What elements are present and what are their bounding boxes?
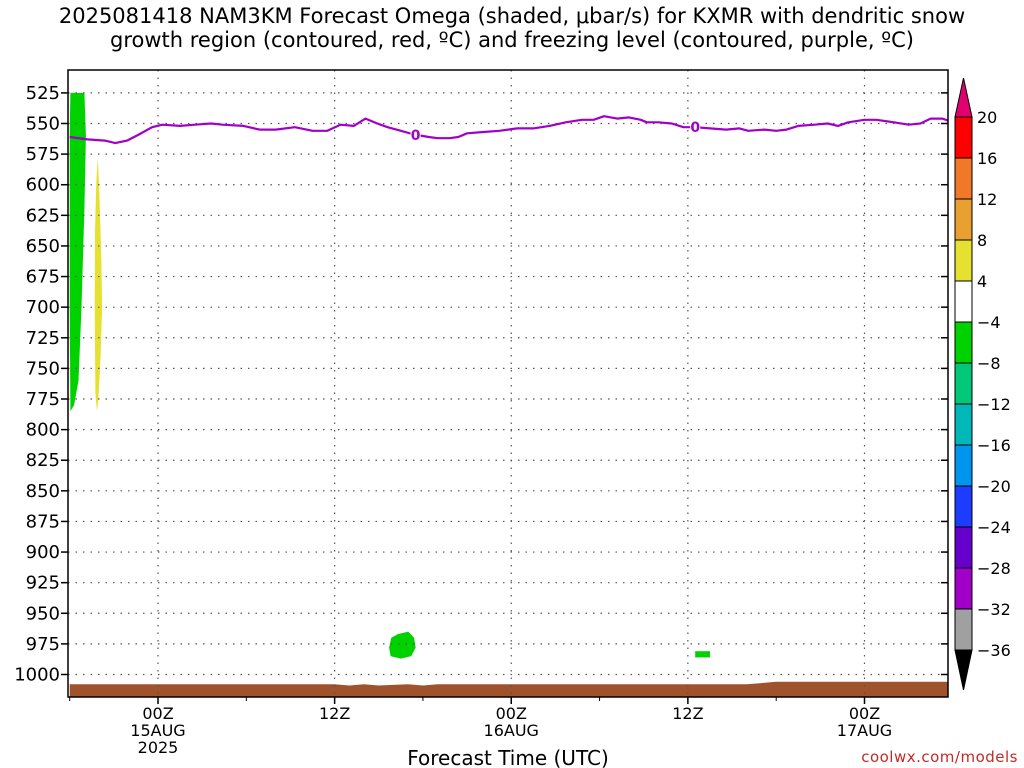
colorbar-arrow-bottom [954,649,973,691]
omega-region-2 [94,157,103,412]
y-tick-label-525: 525 [26,83,60,104]
y-tick-label-775: 775 [26,389,60,410]
colorbar-label-13: −32 [977,600,1011,619]
colorbar-label-7: −8 [977,354,1001,373]
colorbar-box-8 [954,403,973,446]
colorbar-label-9: −16 [977,436,1011,455]
y-tick-label-800: 800 [26,420,60,441]
colorbar-box-9 [954,444,973,487]
x-tick-label-24: 00Z [142,704,173,723]
freezing-label-bg-1 [410,126,421,143]
y-tick-label-675: 675 [26,267,60,288]
omega-region-1 [69,92,86,412]
omega-region-3 [389,631,416,659]
x-tick-year-24: 2025 [138,738,179,757]
y-tick-label-900: 900 [26,542,60,563]
freezing-label-bg-2 [690,119,701,136]
x-axis-title: Forecast Time (UTC) [407,746,609,768]
colorbar-box-6 [954,321,973,364]
colorbar-label-14: −36 [977,641,1011,660]
x-tick-label-60: 12Z [672,704,703,723]
x-tick-label-72: 00Z [849,704,880,723]
colorbar-box-12 [954,567,973,610]
colorbar-label-6: −4 [977,313,1001,332]
colorbar-label-11: −24 [977,518,1011,537]
y-tick-label-975: 975 [26,634,60,655]
y-tick-label-725: 725 [26,328,60,349]
y-tick-label-700: 700 [26,297,60,318]
freezing-level-line [69,115,948,145]
x-tick-label-48: 00Z [496,704,527,723]
colorbar-box-10 [954,485,973,528]
colorbar-label-10: −20 [977,477,1011,496]
y-tick-label-850: 850 [26,481,60,502]
colorbar-box-4 [954,239,973,282]
colorbar-box-2 [954,157,973,200]
chart-title-line-2: growth region (contoured, red, ºC) and f… [110,28,914,52]
colorbar-box-1 [954,116,973,159]
colorbar-box-11 [954,526,973,569]
y-tick-label-875: 875 [26,511,60,532]
colorbar-label-12: −28 [977,559,1011,578]
colorbar-label-8: −12 [977,395,1011,414]
colorbar-label-3: 12 [977,190,997,209]
freezing-label-2: 0 [690,120,700,136]
colorbar-box-7 [954,362,973,405]
x-tick-date-72: 17AUG [837,721,892,740]
surface-terrain [69,681,948,697]
plot-frame [67,69,949,698]
y-tick-label-550: 550 [26,114,60,135]
colorbar-box-3 [954,198,973,241]
colorbar-label-1: 20 [977,108,997,127]
credit-text: coolwx.com/models [861,748,1018,766]
colorbar-label-4: 8 [977,231,987,250]
y-tick-label-600: 600 [26,175,60,196]
freezing-label-1: 0 [411,128,421,144]
colorbar-arrow-top [954,77,973,118]
y-tick-label-1000: 1000 [14,665,60,686]
y-tick-label-750: 750 [26,358,60,379]
y-tick-label-650: 650 [26,236,60,257]
y-tick-label-625: 625 [26,205,60,226]
x-tick-label-36: 12Z [319,704,350,723]
colorbar-label-2: 16 [977,149,997,168]
y-tick-label-575: 575 [26,144,60,165]
x-tick-date-24: 15AUG [130,721,185,740]
y-tick-label-825: 825 [26,450,60,471]
x-tick-date-48: 16AUG [484,721,539,740]
colorbar-label-5: 4 [977,272,987,291]
colorbar-box-5 [954,280,973,323]
y-tick-label-925: 925 [26,573,60,594]
omega-region-4 [695,651,710,658]
colorbar-box-13 [954,608,973,651]
y-tick-label-950: 950 [26,603,60,624]
chart-title-line-1: 2025081418 NAM3KM Forecast Omega (shaded… [58,4,966,28]
